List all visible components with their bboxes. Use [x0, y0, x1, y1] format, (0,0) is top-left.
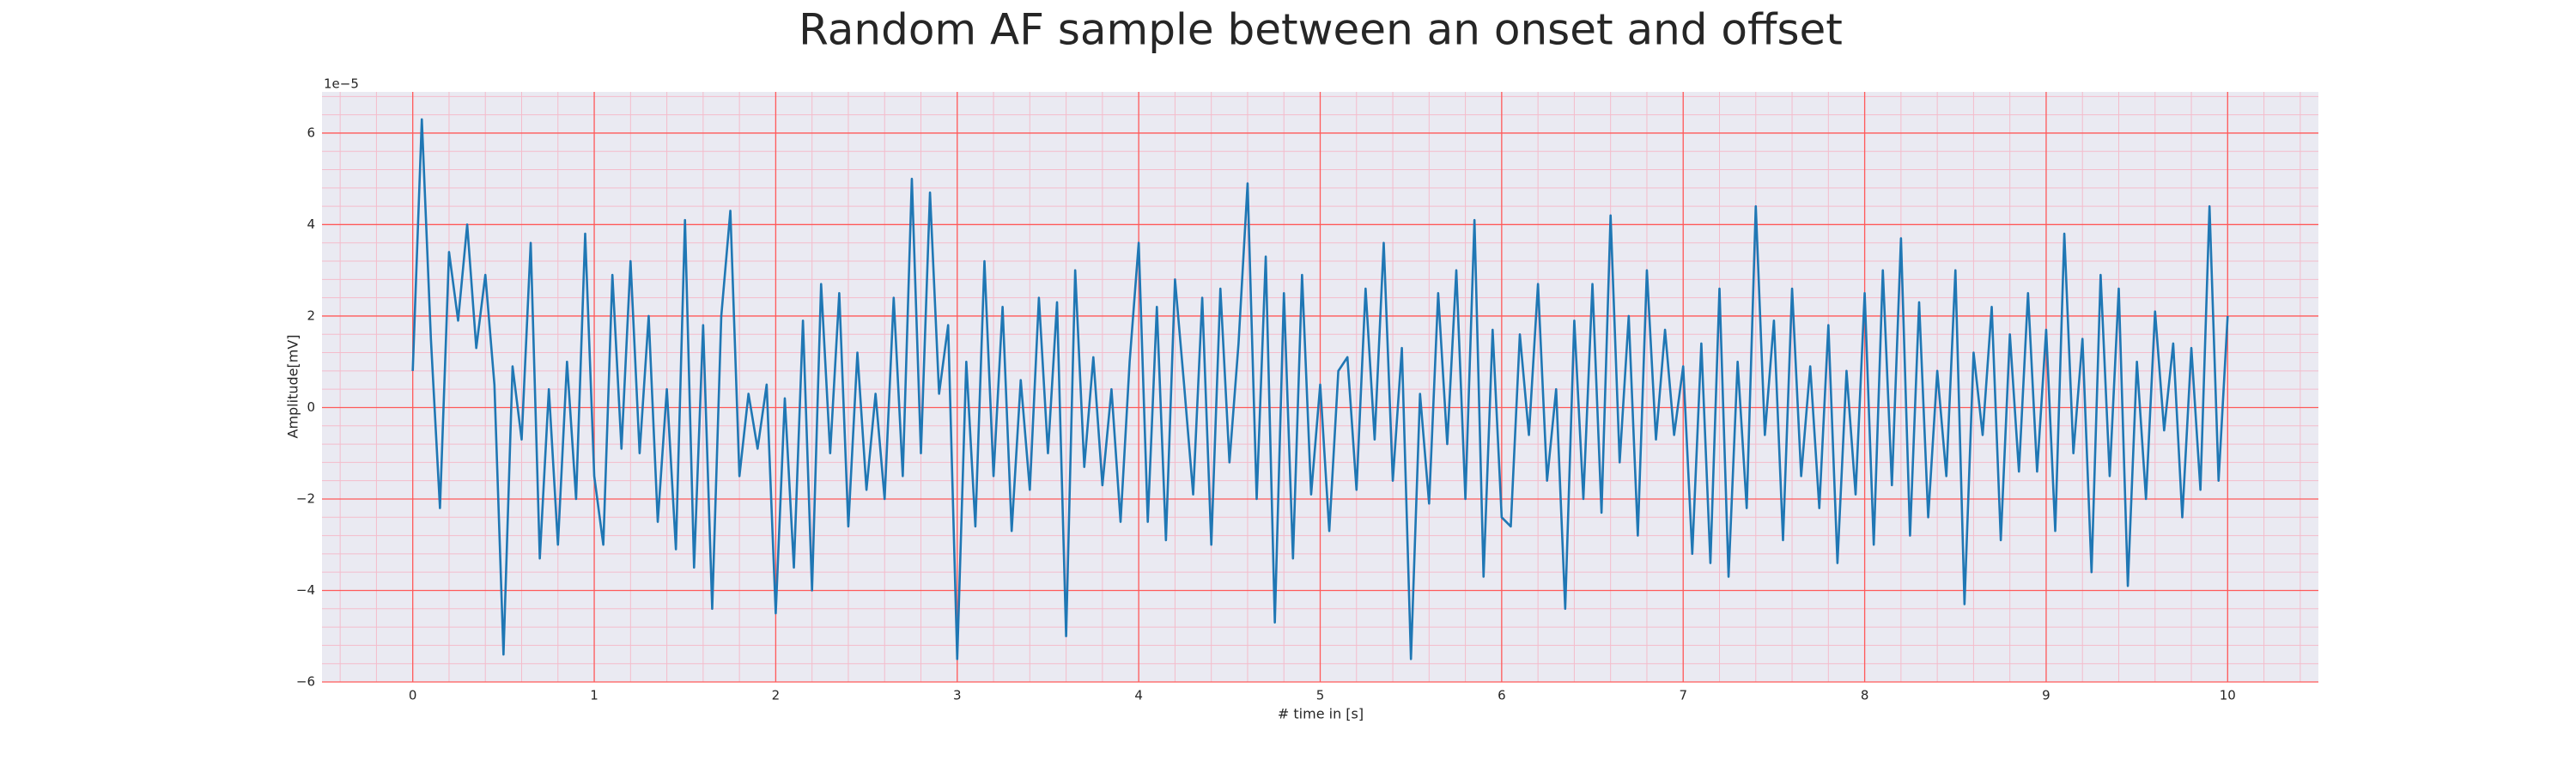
x-tick-label: 6 [1498, 688, 1506, 703]
y-tick-label: 6 [307, 125, 315, 140]
y-tick-label: 4 [307, 216, 315, 232]
x-axis-label: # time in [s] [1278, 706, 1364, 722]
x-tick-label: 10 [2220, 688, 2236, 703]
y-tick-label: 0 [307, 399, 315, 415]
signal-line [411, 118, 2229, 660]
y-tick-label: −6 [296, 674, 315, 690]
x-tick-label: 9 [2042, 688, 2050, 703]
y-axis-label: Amplitude[mV] [285, 334, 301, 438]
x-tick-label: 7 [1679, 688, 1687, 703]
y-tick-label: −2 [296, 490, 315, 506]
x-tick-label: 0 [409, 688, 417, 703]
x-tick-label: 3 [953, 688, 962, 703]
y-tick-label: 2 [307, 307, 315, 323]
chart-title: Random AF sample between an onset and of… [799, 5, 1843, 55]
x-tick-label: 2 [772, 688, 781, 703]
x-tick-label: 5 [1316, 688, 1325, 703]
y-tick-label: −4 [296, 582, 315, 598]
x-tick-label: 1 [590, 688, 598, 703]
x-tick-label: 4 [1134, 688, 1143, 703]
y-offset-label: 1e−5 [324, 76, 359, 92]
x-tick-label: 8 [1861, 688, 1869, 703]
